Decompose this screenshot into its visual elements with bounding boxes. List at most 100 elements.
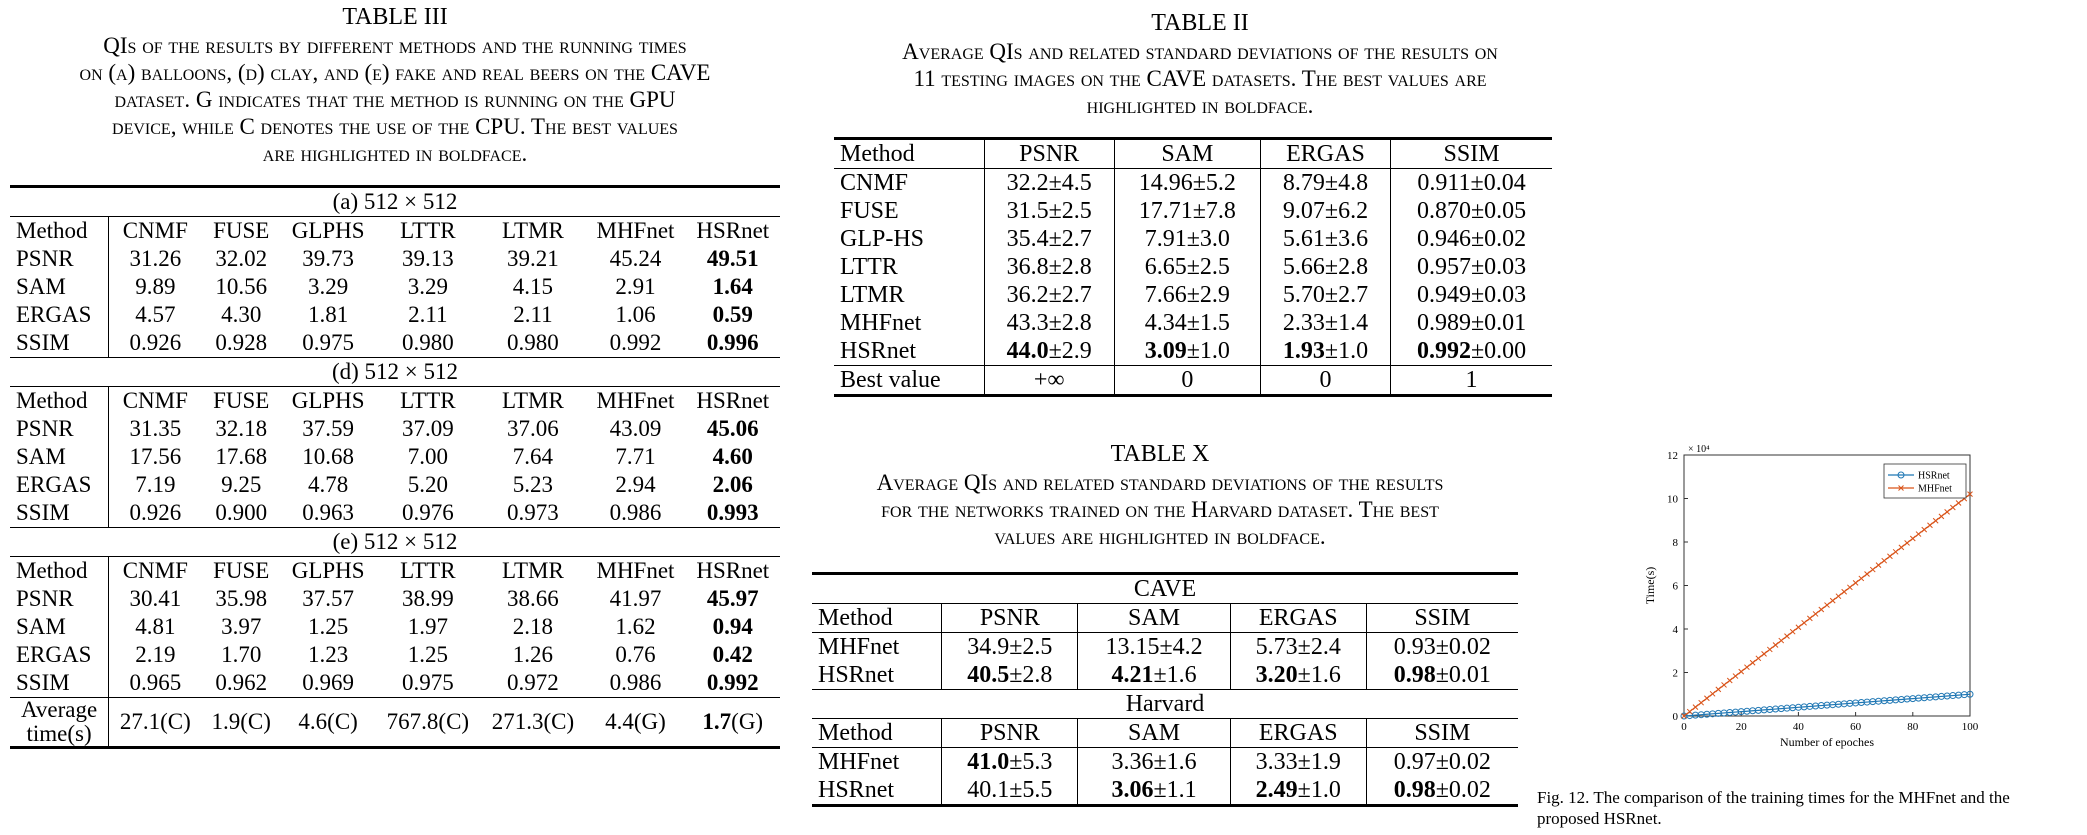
- header-row: Method CNMF FUSE GLPHS LTTR LTMR MHFnet HSRnet: [10, 386, 780, 415]
- subtable-title-row: Harvard: [812, 689, 1518, 719]
- table-cell: 43.09: [609, 416, 662, 441]
- table-cell: 7.19: [135, 472, 176, 497]
- std-value: ±5.3: [1009, 749, 1053, 775]
- data-point: [1909, 535, 1916, 542]
- table-row: MHFnet 43.3±2.8 4.34±1.5 2.33±1.4 0.989±0.01: [834, 309, 1552, 337]
- table-cell: 0.926: [129, 330, 182, 355]
- data-point: [1966, 690, 1974, 698]
- header-row: Method PSNR SAM ERGAS SSIM: [812, 603, 1518, 633]
- method-label: CNMF: [834, 168, 985, 197]
- data-point: [1898, 544, 1905, 551]
- data-point: [1869, 566, 1876, 573]
- table-cell: 0.928: [215, 330, 268, 355]
- table-cell: 0.946±0.02: [1416, 226, 1527, 252]
- table-cell: 39.13: [401, 246, 454, 271]
- table-cell: 31.35: [129, 416, 182, 441]
- data-point: [1686, 708, 1693, 715]
- table-cell: 39.21: [507, 246, 559, 271]
- table-cell: 0.992±0.00: [1391, 337, 1552, 366]
- column-header: ERGAS: [1230, 718, 1367, 748]
- x-tick-label: 80: [1907, 721, 1919, 733]
- table-cell: 2.94: [615, 472, 656, 497]
- table-cell: 0.93±0.02: [1393, 634, 1491, 660]
- table-cell: 1.64: [712, 274, 753, 299]
- column-header: Method: [834, 137, 985, 169]
- table-cell: 5.73±2.4: [1230, 632, 1367, 661]
- table-cell: +∞: [984, 365, 1115, 397]
- table-ii: Method PSNR SAM ERGAS SSIM CNMF 32.2±4.5 14.96±…: [834, 137, 1552, 397]
- best-value: 0.98: [1393, 777, 1436, 803]
- table-cell: 1.81: [308, 302, 349, 327]
- column-header: LTMR: [502, 218, 564, 243]
- x-axis-label: Number of epoches: [1780, 735, 1874, 749]
- std-value: ±1.6: [1153, 662, 1197, 688]
- table-cell: 0.992: [706, 670, 759, 695]
- data-point: [1715, 686, 1722, 693]
- table-cell: 8.79±4.8: [1260, 168, 1392, 197]
- std-value: ±1.0: [1324, 338, 1369, 364]
- y-tick-label: 12: [1667, 450, 1678, 462]
- table-cell: 2.11: [513, 302, 553, 327]
- table-cell: 39.73: [302, 246, 355, 271]
- table-cell: 9.25: [221, 472, 262, 497]
- column-header: LTMR: [502, 388, 564, 413]
- table-row: HSRnet 44.0±2.9 3.09±1.0 1.93±1.0 0.992±0.00: [834, 337, 1552, 366]
- table-row: SSIM 0.926 0.928 0.975 0.980 0.980 0.992 0.996: [10, 329, 780, 358]
- column-header: Method: [10, 556, 110, 585]
- table-cell: 0.972: [507, 670, 559, 695]
- table-cell: 3.06±1.1: [1077, 776, 1231, 807]
- std-value: ±2.8: [1009, 662, 1053, 688]
- metric-label: SSIM: [10, 329, 110, 358]
- table-cell: 3.29: [407, 274, 448, 299]
- best-value: 3.06: [1111, 777, 1154, 803]
- table-cell: 0.949±0.03: [1416, 282, 1527, 308]
- data-point: [1806, 615, 1813, 622]
- subtable-title-row: (e) 512 × 512: [10, 527, 780, 557]
- data-point: [1949, 504, 1956, 511]
- table-cell: 4.30: [221, 302, 262, 327]
- table-iii-block: TABLE III QIs of the results by differen…: [10, 4, 780, 749]
- y-exponent: × 10⁴: [1688, 444, 1710, 455]
- y-tick-label: 2: [1673, 668, 1679, 680]
- table-cell: 2.91: [615, 274, 656, 299]
- data-point: [1795, 624, 1802, 631]
- column-header: GLPHS: [291, 558, 365, 583]
- column-header: LTTR: [400, 558, 456, 583]
- metric-label: SSIM: [10, 499, 110, 528]
- data-point: [1921, 526, 1928, 533]
- table-row: MHFnet 34.9±2.5 13.15±4.2 5.73±2.4 0.93±0.02: [812, 632, 1518, 661]
- table-cell: 37.09: [401, 416, 454, 441]
- table-row: ERGAS 2.19 1.70 1.23 1.25 1.26 0.76 0.42: [10, 641, 780, 669]
- table-cell: 0.989±0.01: [1416, 310, 1527, 336]
- table-cell: 0.986: [609, 670, 662, 695]
- plot-area: [1683, 454, 1971, 717]
- legend-label: HSRnet: [1918, 471, 1950, 482]
- table-cell: 7.66±2.9: [1114, 281, 1261, 309]
- data-point: [1818, 606, 1825, 613]
- table-cell: 1.26: [512, 642, 554, 667]
- time-label: Average time(s): [10, 697, 110, 749]
- column-header: Method: [812, 603, 943, 633]
- table-row: HSRnet 40.1±5.5 3.06±1.1 2.49±1.0 0.98±0.02: [812, 776, 1518, 807]
- data-point: [1847, 584, 1853, 591]
- table-row: ERGAS 4.57 4.30 1.81 2.11 2.11 1.06 0.59: [10, 301, 780, 329]
- data-point: [1858, 575, 1865, 582]
- method-label: MHFnet: [834, 309, 985, 337]
- data-point: [1726, 677, 1733, 684]
- column-header: LTTR: [400, 218, 456, 243]
- table-row: SSIM 0.965 0.962 0.969 0.975 0.972 0.986 0.992: [10, 669, 780, 698]
- method-label: HSRnet: [834, 337, 985, 366]
- data-point: [1955, 500, 1962, 506]
- table-ii-caption: Average QIs and related standard deviati…: [902, 39, 1498, 118]
- data-point: [1698, 699, 1705, 706]
- header-row: Method CNMF FUSE GLPHS LTTR LTMR MHFnet HSRnet: [10, 216, 780, 245]
- best-value-row: Best value +∞ 0 0 1: [834, 365, 1552, 397]
- column-header: CNMF: [122, 388, 188, 413]
- table-cell: 0.975: [401, 670, 454, 695]
- table-cell: 3.33±1.9: [1230, 747, 1367, 776]
- table-cell: 31.5±2.5: [984, 197, 1115, 225]
- method-label: Best value: [834, 365, 985, 397]
- table-cell: 32.2±4.5: [984, 168, 1115, 197]
- std-value: ±0.02: [1435, 777, 1491, 803]
- table-cell: 3.36±1.6: [1077, 747, 1231, 776]
